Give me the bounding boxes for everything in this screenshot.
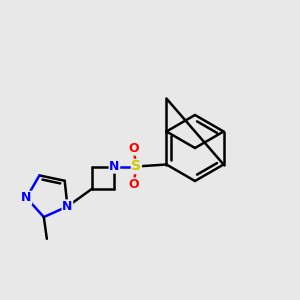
Text: O: O: [128, 142, 139, 155]
Text: S: S: [131, 160, 141, 173]
Text: O: O: [128, 178, 139, 191]
Text: N: N: [109, 160, 120, 173]
Text: N: N: [62, 200, 73, 213]
Text: N: N: [21, 191, 32, 204]
